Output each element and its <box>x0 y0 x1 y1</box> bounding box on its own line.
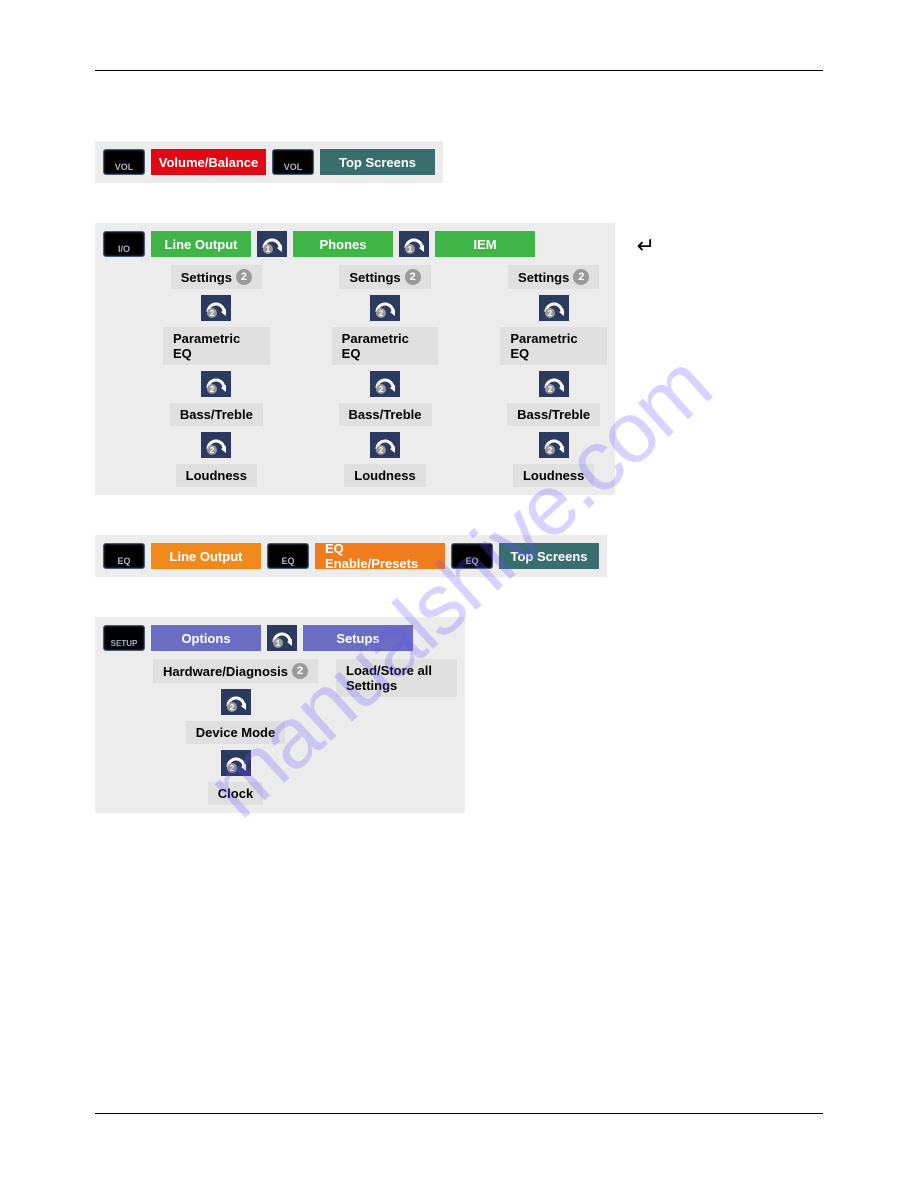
phones-header[interactable]: Phones <box>293 231 393 257</box>
setup-col-options: Hardware/Diagnosis 2 2 Device Mode 2 Clo… <box>153 659 318 805</box>
knob-icon[interactable]: 2 <box>201 371 231 397</box>
svg-text:2: 2 <box>210 385 215 394</box>
svg-text:2: 2 <box>229 764 234 773</box>
vol-section: VOL Volume/Balance VOL Top Screens <box>95 141 443 183</box>
settings-text: Settings <box>349 270 400 285</box>
settings-text: Settings <box>181 270 232 285</box>
badge-icon: 2 <box>236 269 252 285</box>
return-arrow-icon: ↵ <box>637 233 655 259</box>
settings-label[interactable]: Settings 2 <box>339 265 430 289</box>
setup-section: SETUP Options 1 Setups Hardware/Diagnosi… <box>95 617 465 813</box>
parametric-eq-label[interactable]: Parametric EQ <box>500 327 607 365</box>
knob-icon[interactable]: 2 <box>201 432 231 458</box>
line-output-header[interactable]: Line Output <box>151 231 251 257</box>
eq-key-1[interactable]: EQ <box>103 543 145 569</box>
svg-text:2: 2 <box>379 309 384 318</box>
eq-line-output-button[interactable]: Line Output <box>151 543 261 569</box>
io-col-iem: Settings 2 2 Parametric EQ 2 Bass/Treble… <box>500 265 607 487</box>
vol-key-1[interactable]: VOL <box>103 149 145 175</box>
loudness-label[interactable]: Loudness <box>513 464 594 487</box>
iem-header[interactable]: IEM <box>435 231 535 257</box>
loudness-label[interactable]: Loudness <box>344 464 425 487</box>
knob-icon[interactable]: 2 <box>221 689 251 715</box>
badge-icon: 2 <box>292 663 308 679</box>
parametric-eq-label[interactable]: Parametric EQ <box>163 327 270 365</box>
knob-icon[interactable]: 2 <box>539 371 569 397</box>
vol-key-2[interactable]: VOL <box>272 149 314 175</box>
settings-label[interactable]: Settings 2 <box>171 265 262 289</box>
hardware-diagnosis-label[interactable]: Hardware/Diagnosis 2 <box>153 659 318 683</box>
knob-icon[interactable]: 2 <box>539 432 569 458</box>
svg-text:1: 1 <box>266 245 271 254</box>
bottom-rule <box>95 1113 823 1114</box>
hardware-diagnosis-text: Hardware/Diagnosis <box>163 664 288 679</box>
knob-icon[interactable]: 1 <box>399 231 429 257</box>
badge-icon: 2 <box>405 269 421 285</box>
setup-col-setups: Load/Store all Settings <box>336 659 457 697</box>
settings-text: Settings <box>518 270 569 285</box>
parametric-eq-label[interactable]: Parametric EQ <box>332 327 439 365</box>
knob-icon[interactable]: 2 <box>370 295 400 321</box>
eq-key-2[interactable]: EQ <box>267 543 309 569</box>
bass-treble-label[interactable]: Bass/Treble <box>170 403 263 426</box>
settings-label[interactable]: Settings 2 <box>508 265 599 289</box>
setup-key[interactable]: SETUP <box>103 625 145 651</box>
svg-text:2: 2 <box>547 385 552 394</box>
setups-button[interactable]: Setups <box>303 625 413 651</box>
eq-key-3[interactable]: EQ <box>451 543 493 569</box>
top-screens-button[interactable]: Top Screens <box>320 149 435 175</box>
io-col-phones: Settings 2 2 Parametric EQ 2 Bass/Treble… <box>332 265 439 487</box>
svg-text:2: 2 <box>547 309 552 318</box>
top-rule <box>95 70 823 71</box>
eq-enable-presets-button[interactable]: EQ Enable/Presets <box>315 543 445 569</box>
io-col-line-output: Settings 2 2 Parametric EQ 2 Bass/Treble… <box>163 265 270 487</box>
knob-icon[interactable]: 1 <box>267 625 297 651</box>
svg-text:1: 1 <box>408 245 413 254</box>
loudness-label[interactable]: Loudness <box>176 464 257 487</box>
volume-balance-button[interactable]: Volume/Balance <box>151 149 266 175</box>
knob-icon[interactable]: 2 <box>539 295 569 321</box>
bass-treble-label[interactable]: Bass/Treble <box>507 403 600 426</box>
eq-section: EQ Line Output EQ EQ Enable/Presets EQ T… <box>95 535 607 577</box>
svg-text:2: 2 <box>210 309 215 318</box>
badge-icon: 2 <box>573 269 589 285</box>
svg-text:2: 2 <box>547 446 552 455</box>
options-button[interactable]: Options <box>151 625 261 651</box>
knob-icon[interactable]: 2 <box>370 371 400 397</box>
bass-treble-label[interactable]: Bass/Treble <box>339 403 432 426</box>
knob-icon[interactable]: 2 <box>201 295 231 321</box>
knob-icon[interactable]: 1 <box>257 231 287 257</box>
load-store-settings-label[interactable]: Load/Store all Settings <box>336 659 457 697</box>
svg-text:1: 1 <box>276 639 281 648</box>
io-key[interactable]: I/O <box>103 231 145 257</box>
clock-label[interactable]: Clock <box>208 782 263 805</box>
device-mode-label[interactable]: Device Mode <box>186 721 285 744</box>
svg-text:2: 2 <box>229 703 234 712</box>
page: manualshive.com VOL Volume/Balance VOL T… <box>0 0 918 1174</box>
svg-text:2: 2 <box>379 446 384 455</box>
knob-icon[interactable]: 2 <box>221 750 251 776</box>
knob-icon[interactable]: 2 <box>370 432 400 458</box>
svg-text:2: 2 <box>379 385 384 394</box>
io-section: ↵ I/O Line Output 1 Phones 1 IEM Setting… <box>95 223 615 495</box>
svg-text:2: 2 <box>210 446 215 455</box>
eq-top-screens-button[interactable]: Top Screens <box>499 543 599 569</box>
